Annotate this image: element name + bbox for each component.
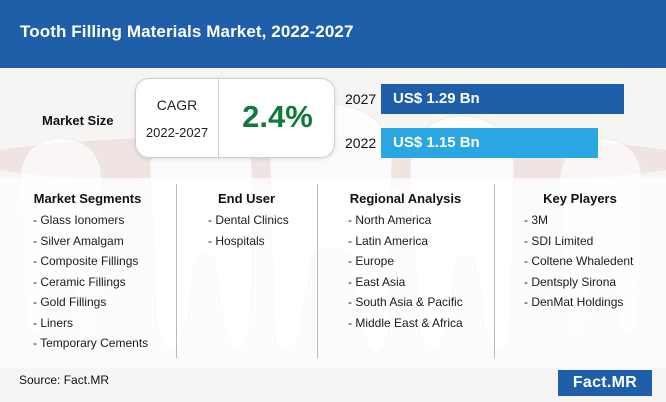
- cagr-label: CAGR: [136, 97, 218, 113]
- list-item: - Composite Fillings: [33, 254, 138, 268]
- page-title: Tooth Filling Materials Market, 2022-202…: [20, 22, 354, 42]
- list-item: - Gold Fillings: [33, 295, 106, 309]
- header-banner: Tooth Filling Materials Market, 2022-202…: [0, 0, 666, 68]
- column-divider: [494, 184, 495, 358]
- source-note: Source: Fact.MR: [19, 373, 109, 387]
- bar-value-label: US$ 1.29 Bn: [393, 90, 480, 107]
- bar-year-label: 2027: [345, 91, 376, 107]
- column-divider: [317, 184, 318, 358]
- column-heading: Market Segments: [0, 191, 175, 206]
- factmr-logo: Fact.MR: [558, 370, 652, 396]
- column-heading: Regional Analysis: [318, 191, 493, 206]
- cagr-value: 2.4%: [219, 99, 336, 135]
- cagr-card: CAGR 2022-2027 2.4%: [135, 78, 335, 158]
- list-item: - Europe: [348, 254, 394, 268]
- list-item: - East Asia: [348, 275, 405, 289]
- bar-year-label: 2022: [345, 135, 376, 151]
- list-item: - DenMat Holdings: [524, 295, 623, 309]
- column-heading: End User: [176, 191, 317, 206]
- list-item: - Silver Amalgam: [33, 234, 124, 248]
- list-item: - Hospitals: [208, 234, 265, 248]
- list-item: - SDI Limited: [524, 234, 593, 248]
- list-item: - Dental Clinics: [208, 213, 289, 227]
- column-heading: Key Players: [494, 191, 666, 206]
- list-item: - North America: [348, 213, 431, 227]
- list-item: - Ceramic Fillings: [33, 275, 126, 289]
- list-item: - South Asia & Pacific: [348, 295, 463, 309]
- list-item: - Temporary Cements: [33, 336, 148, 350]
- market-size-label: Market Size: [42, 113, 114, 128]
- list-item: - Dentsply Sirona: [524, 275, 616, 289]
- list-item: - Coltene Whaledent: [524, 254, 633, 268]
- list-item: - Glass Ionomers: [33, 213, 124, 227]
- list-item: - 3M: [524, 213, 548, 227]
- list-item: - Latin America: [348, 234, 428, 248]
- column-divider: [176, 184, 177, 358]
- cagr-period: 2022-2027: [136, 125, 218, 140]
- bar-value-label: US$ 1.15 Bn: [393, 134, 480, 151]
- list-item: - Middle East & Africa: [348, 316, 463, 330]
- list-item: - Liners: [33, 316, 73, 330]
